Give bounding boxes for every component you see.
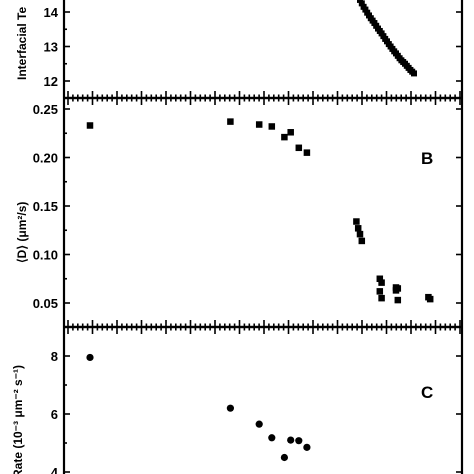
panel-b: ⟨D⟩ (μm²/s) B 0.05 0.10 0.15 0.20 0.25 [15,96,464,329]
data-point-square [358,0,365,7]
y-tick-label: 0.10 [33,248,58,263]
data-point-square [287,129,294,136]
data-point-square [376,288,384,295]
panel-c-marks [86,353,311,462]
data-point-square [356,230,364,238]
panel-c: Rate (10⁻³ μm⁻² s⁻¹) C 4 6 8 [11,325,464,474]
data-point-square [378,279,385,286]
data-point-circle [287,436,295,444]
data-point-square [353,218,360,225]
data-point-square [376,275,384,282]
panel-b-letter: B [421,149,433,168]
data-point-square [295,144,303,152]
data-point-square [378,294,385,302]
data-point-square [268,123,276,130]
panel-b-x-ticks [67,98,461,327]
data-point-square [303,149,311,156]
data-point-square [255,121,263,128]
panel-b-y-ticks: 0.05 0.10 0.15 0.20 0.25 [33,102,462,311]
data-point-square [392,287,400,294]
y-tick-label: 12 [44,74,58,89]
data-point-square [394,296,402,304]
y-tick-label: 4 [51,465,59,474]
panel-b-ylabel: ⟨D⟩ (μm²/s) [15,202,29,263]
y-tick-label: 0.20 [33,151,58,166]
y-tick-label: 13 [44,40,58,55]
data-point-circle [268,434,276,442]
panel-c-ylabel: Rate (10⁻³ μm⁻² s⁻¹) [11,365,25,474]
data-point-square [354,225,362,232]
panel-a-y-ticks: 12 13 14 [44,5,462,89]
data-point-circle [303,443,311,451]
y-tick-label: 0.15 [33,199,58,214]
data-point-square [86,122,94,129]
data-point-square [426,295,434,303]
y-tick-label: 14 [44,5,59,20]
y-tick-label: 0.05 [33,296,58,311]
panel-c-y-ticks: 4 6 8 [51,349,462,474]
panel-a: Interfacial Te 12 13 14 [15,0,464,100]
data-point-square [227,118,234,125]
y-tick-label: 8 [51,349,58,364]
panel-b-marks [86,118,434,304]
data-point-square [362,6,369,13]
data-point-circle [255,420,263,428]
data-point-circle [86,353,94,362]
data-point-square [358,237,366,245]
data-point-square [281,133,288,141]
data-point-circle [295,437,303,445]
data-point-square [411,70,417,77]
data-point-circle [226,404,234,412]
y-tick-label: 6 [51,407,58,422]
panel-a-marks [357,0,417,77]
panel-c-letter: C [421,383,433,402]
panel-a-ylabel: Interfacial Te [15,7,29,80]
data-point-circle [280,453,288,462]
panel-c-x-ticks [67,327,461,334]
y-tick-label: 0.25 [33,102,58,117]
